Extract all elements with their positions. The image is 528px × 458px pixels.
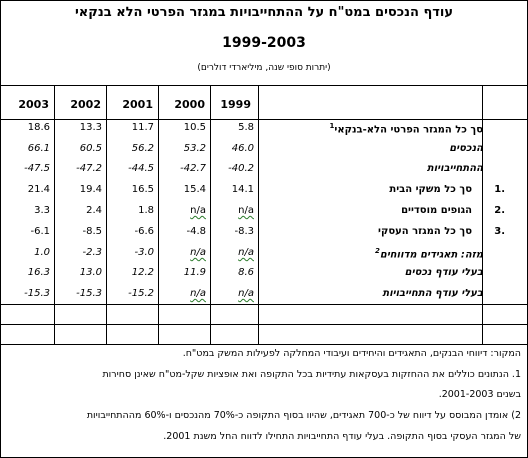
table-cell: n/a — [190, 247, 206, 258]
row-label-text: סך כל המגזר העסקי — [378, 226, 472, 237]
table-cell: 13.0 — [79, 267, 102, 278]
year-header: 1999 — [220, 98, 251, 111]
table-cell: 15.4 — [183, 184, 206, 195]
table-cell: 2.4 — [86, 205, 102, 216]
table-cell: -47.2 — [76, 163, 102, 174]
grid-line — [1, 304, 527, 305]
row-label: סך כל משקי הבית — [389, 184, 472, 195]
table-cell: 16.3 — [27, 267, 50, 278]
table-cell: 18.6 — [27, 122, 50, 133]
footnote-2: 2) אומדן המבוסס על דיווח של כ-700 תאגידי… — [86, 410, 521, 421]
table-cell: -4.8 — [186, 226, 206, 237]
table-cell: 1.8 — [138, 205, 154, 216]
row-label: הגופים מוסדיים — [401, 205, 472, 216]
table-cell: 13.3 — [79, 122, 102, 133]
table-cell: 3.3 — [34, 205, 50, 216]
table-cell: n/a — [190, 205, 206, 216]
table-cell: 11.9 — [183, 267, 206, 278]
table-cell: -44.5 — [128, 163, 154, 174]
table-cell: -6.6 — [134, 226, 154, 237]
table-years-range: 1999-2003 — [222, 35, 306, 51]
row-index: 1. — [494, 184, 505, 195]
table-title: עודף הנכסים במט"ח על ההתחייבויות במגזר ה… — [74, 5, 453, 20]
table-cell: 5.8 — [238, 122, 254, 133]
table-cell: -15.3 — [76, 288, 102, 299]
grid-line — [158, 85, 159, 345]
table-cell: 56.2 — [131, 143, 154, 154]
grid-line — [1, 85, 527, 86]
row-label: מזה: תאגידים מדווחים2 — [375, 247, 483, 260]
row-label-text: סך כל משקי הבית — [389, 184, 472, 195]
footnote-1-cont: בשנים 2001-2003. — [438, 389, 521, 400]
grid-line — [1, 324, 527, 325]
row-label: בעלי עודף התחייבויות — [382, 288, 483, 299]
row-index: 3. — [494, 226, 505, 237]
table-cell: -3.0 — [134, 247, 154, 258]
row-label-text: הגופים מוסדיים — [401, 205, 472, 216]
grid-line — [482, 85, 483, 345]
table-cell: 8.6 — [238, 267, 254, 278]
table-cell: -47.5 — [24, 163, 50, 174]
table-cell: 11.7 — [131, 122, 154, 133]
table-cell: n/a — [190, 288, 206, 299]
grid-line — [106, 85, 107, 345]
table-cell: -15.2 — [128, 288, 154, 299]
grid-line — [210, 85, 211, 345]
row-label-text: מזה: תאגידים מדווחים — [379, 249, 483, 261]
row-label-text: הנכסים — [449, 143, 483, 154]
footnote-1: 1. הנתונים כוללים את ההחזקות בעסקאות עתי… — [102, 369, 521, 380]
table-cell: -8.3 — [234, 226, 254, 237]
table-cell: 16.5 — [131, 184, 154, 195]
table-cell: 12.2 — [131, 267, 154, 278]
row-label: סך כל המגזר העסקי — [378, 226, 472, 237]
grid-line — [258, 85, 259, 345]
row-label-text: בעלי עודף נכסים — [404, 267, 483, 278]
row-label: סך כל המגזר הפרטי הלא-בנקאי1 — [330, 122, 483, 135]
row-label: הנכסים — [449, 143, 483, 154]
row-label: בעלי עודף נכסים — [405, 267, 483, 278]
table-cell: 19.4 — [79, 184, 102, 195]
row-label-text: ההתחייבויות — [426, 163, 483, 174]
table-cell: 21.4 — [27, 184, 50, 195]
table-cell: 10.5 — [183, 122, 206, 133]
footnote-marker: 2 — [374, 247, 380, 255]
grid-line — [1, 119, 527, 120]
table-cell: 66.1 — [27, 143, 50, 154]
table-cell: 53.2 — [183, 143, 206, 154]
table-cell: -40.2 — [228, 163, 254, 174]
row-label-text: בעלי עודף התחייבויות — [382, 288, 483, 299]
table-cell: -2.3 — [82, 247, 102, 258]
footnote-2-cont: של המגזר העסקי בסוף התקופה. בעלי עודף הת… — [163, 431, 521, 442]
table-cell: n/a — [238, 205, 254, 216]
footnote-marker: 1 — [329, 122, 335, 130]
year-header: 2003 — [18, 98, 49, 111]
table-cell: n/a — [238, 247, 254, 258]
source-note: המקור: דיווחי הבנקים, התאגידים והיחידים … — [182, 348, 521, 359]
table-cell: 46.0 — [231, 143, 254, 154]
table-cell: 1.0 — [34, 247, 50, 258]
row-index: 2. — [494, 205, 505, 216]
year-header: 2000 — [174, 98, 205, 111]
table-cell: -15.3 — [24, 288, 50, 299]
table-cell: -8.5 — [82, 226, 102, 237]
year-header: 2001 — [122, 98, 153, 111]
table-subtitle: (יתרות סופי שנה, מיליארדי דולרים) — [197, 63, 331, 73]
grid-line — [1, 344, 527, 345]
table-cell: 14.1 — [231, 184, 254, 195]
table-cell: -42.7 — [180, 163, 206, 174]
table-cell: -6.1 — [30, 226, 50, 237]
row-label-text: סך כל המגזר הפרטי הלא-בנקאי — [334, 124, 483, 136]
table-cell: n/a — [238, 288, 254, 299]
row-label: ההתחייבויות — [427, 163, 483, 174]
year-header: 2002 — [70, 98, 101, 111]
table-cell: 60.5 — [79, 143, 102, 154]
grid-line — [54, 85, 55, 345]
